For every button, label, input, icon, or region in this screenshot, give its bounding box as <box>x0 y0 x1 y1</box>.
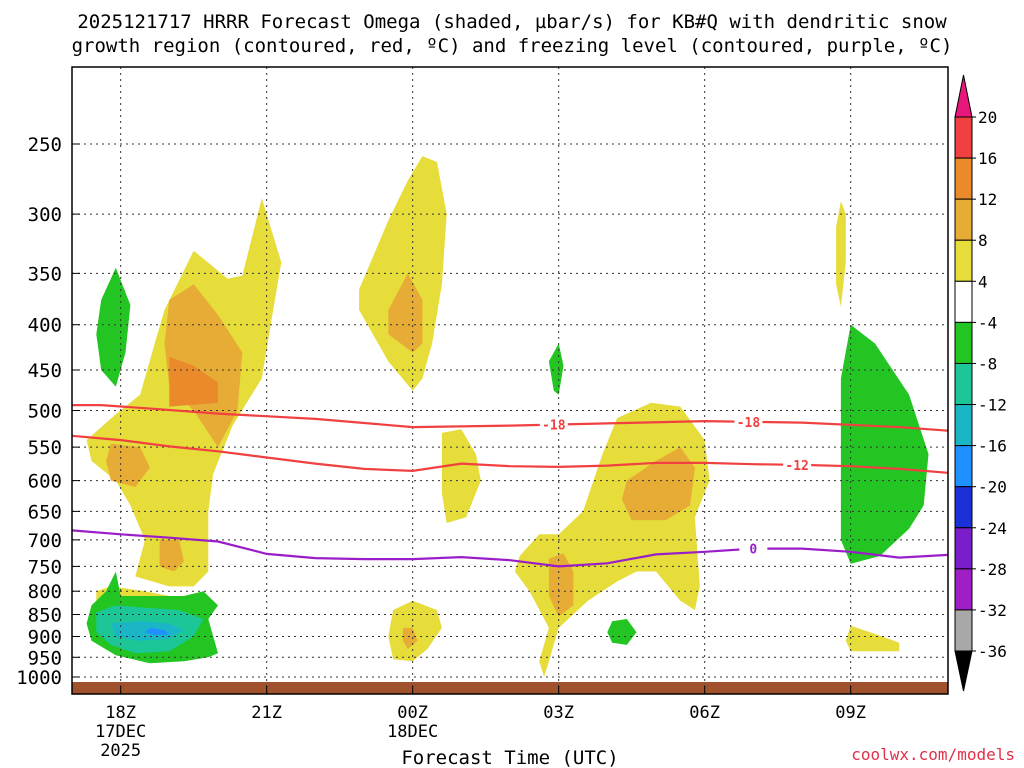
omega-region-2 <box>169 357 218 407</box>
colorbar-label-4: 4 <box>978 272 988 291</box>
colorbar-label--12: -12 <box>978 396 1007 415</box>
colorbar-top-arrow <box>954 74 973 118</box>
isotherm-label--12: -12 <box>785 459 808 474</box>
isotherm-label--18: -18 <box>737 416 761 431</box>
colorbar-label--4: -4 <box>978 313 997 332</box>
y-tick-label-750: 750 <box>28 556 62 578</box>
colorbar-box-12 <box>954 609 973 652</box>
x-tick-label-00Z: 00Z <box>397 703 428 723</box>
colorbar-box-3 <box>954 239 973 282</box>
omega-region-10 <box>548 553 574 617</box>
x-tick-label-06Z: 06Z <box>689 703 720 723</box>
omega-region-12 <box>402 627 418 650</box>
x-tick-label-09Z: 09Z <box>835 703 866 723</box>
y-tick-label-650: 650 <box>28 501 62 523</box>
y-tick-label-1000: 1000 <box>16 667 62 689</box>
colorbar-label--8: -8 <box>978 354 997 373</box>
omega-region-3 <box>106 443 150 487</box>
y-tick-label-300: 300 <box>28 204 62 226</box>
omega-region-21 <box>548 343 564 395</box>
x-tick-date-00Z: 18DEC <box>387 722 438 742</box>
omega-region-9 <box>621 447 695 521</box>
ground-strip <box>72 682 948 694</box>
colorbar-label-12: 12 <box>978 190 997 209</box>
colorbar-label--20: -20 <box>978 478 1007 497</box>
chart-title-line-1: 2025121717 HRRR Forecast Omega (shaded, … <box>77 11 947 33</box>
y-tick-label-950: 950 <box>28 647 62 669</box>
colorbar-label--16: -16 <box>978 437 1007 456</box>
y-tick-label-350: 350 <box>28 263 62 285</box>
x-tick-label-03Z: 03Z <box>543 703 574 723</box>
y-tick-label-800: 800 <box>28 581 62 603</box>
colorbar-box-5 <box>954 321 973 364</box>
isotherm-label-bg <box>783 456 812 472</box>
x-tick-label-21Z: 21Z <box>251 703 282 723</box>
chart-title-line-2: growth region (contoured, red, ºC) and f… <box>72 35 953 57</box>
omega-region-13 <box>836 201 846 307</box>
colorbar-box-9 <box>954 486 973 529</box>
colorbar-label--32: -32 <box>978 601 1007 620</box>
colorbar-label--28: -28 <box>978 560 1007 579</box>
y-tick-label-900: 900 <box>28 626 62 648</box>
omega-region-6 <box>388 273 423 353</box>
omega-region-4 <box>159 539 184 572</box>
omega-region-14 <box>845 625 900 652</box>
colorbar-box-4 <box>954 280 973 323</box>
omega-region-22 <box>607 619 637 645</box>
colorbar-label--36: -36 <box>978 642 1007 661</box>
omega-region-23 <box>840 324 929 564</box>
plot-frame <box>71 66 949 695</box>
pressure-axis: 2503003504004505005506006507007508008509… <box>16 134 80 689</box>
y-tick-label-250: 250 <box>28 134 62 156</box>
y-tick-label-500: 500 <box>28 401 62 423</box>
colorbar-bottom-arrow <box>954 650 973 692</box>
grid-lines <box>72 67 948 694</box>
colorbar-box-0 <box>954 116 973 159</box>
colorbar-box-7 <box>954 404 973 447</box>
colorbar-label-8: 8 <box>978 231 988 250</box>
colorbar-label-20: 20 <box>978 108 997 127</box>
colorbar-box-2 <box>954 198 973 241</box>
y-tick-label-850: 850 <box>28 605 62 627</box>
x-tick-date-18Z: 17DEC <box>95 722 146 742</box>
isotherm--18 <box>72 404 949 432</box>
colorbar-box-8 <box>954 445 973 488</box>
isotherm-label-bg <box>539 416 568 432</box>
colorbar: 20 16 12 8 4 -4 -8 -12 -16 -20 -24 -28 -32 -36 <box>954 74 1007 692</box>
omega-region-19 <box>145 627 170 636</box>
colorbar-box-11 <box>954 568 973 611</box>
y-tick-label-450: 450 <box>28 360 62 382</box>
omega-region-7 <box>441 429 481 523</box>
isotherm-label-0: 0 <box>749 543 757 558</box>
y-tick-label-400: 400 <box>28 315 62 337</box>
colorbar-label--24: -24 <box>978 519 1007 538</box>
omega-region-20 <box>96 267 131 387</box>
isotherm-label--18: -18 <box>542 419 566 434</box>
credit-label: coolwx.com/models <box>851 745 1015 764</box>
x-tick-label-18Z: 18Z <box>105 703 136 723</box>
x-tick-year-18Z: 2025 <box>100 741 141 761</box>
y-tick-label-600: 600 <box>28 471 62 493</box>
colorbar-label-16: 16 <box>978 149 997 168</box>
y-tick-label-700: 700 <box>28 530 62 552</box>
colorbar-box-1 <box>954 157 973 200</box>
omega-region-11 <box>388 600 442 662</box>
isotherm-label-bg <box>734 413 763 429</box>
y-tick-label-550: 550 <box>28 437 62 459</box>
colorbar-box-6 <box>954 362 973 406</box>
colorbar-box-10 <box>954 527 973 570</box>
isotherm-contours: -18 -18 -12 0 <box>71 404 949 568</box>
omega-shading <box>86 156 929 677</box>
isotherm-label-bg <box>739 540 768 556</box>
x-axis-label: Forecast Time (UTC) <box>401 747 618 768</box>
isotherm-0 <box>71 529 949 568</box>
